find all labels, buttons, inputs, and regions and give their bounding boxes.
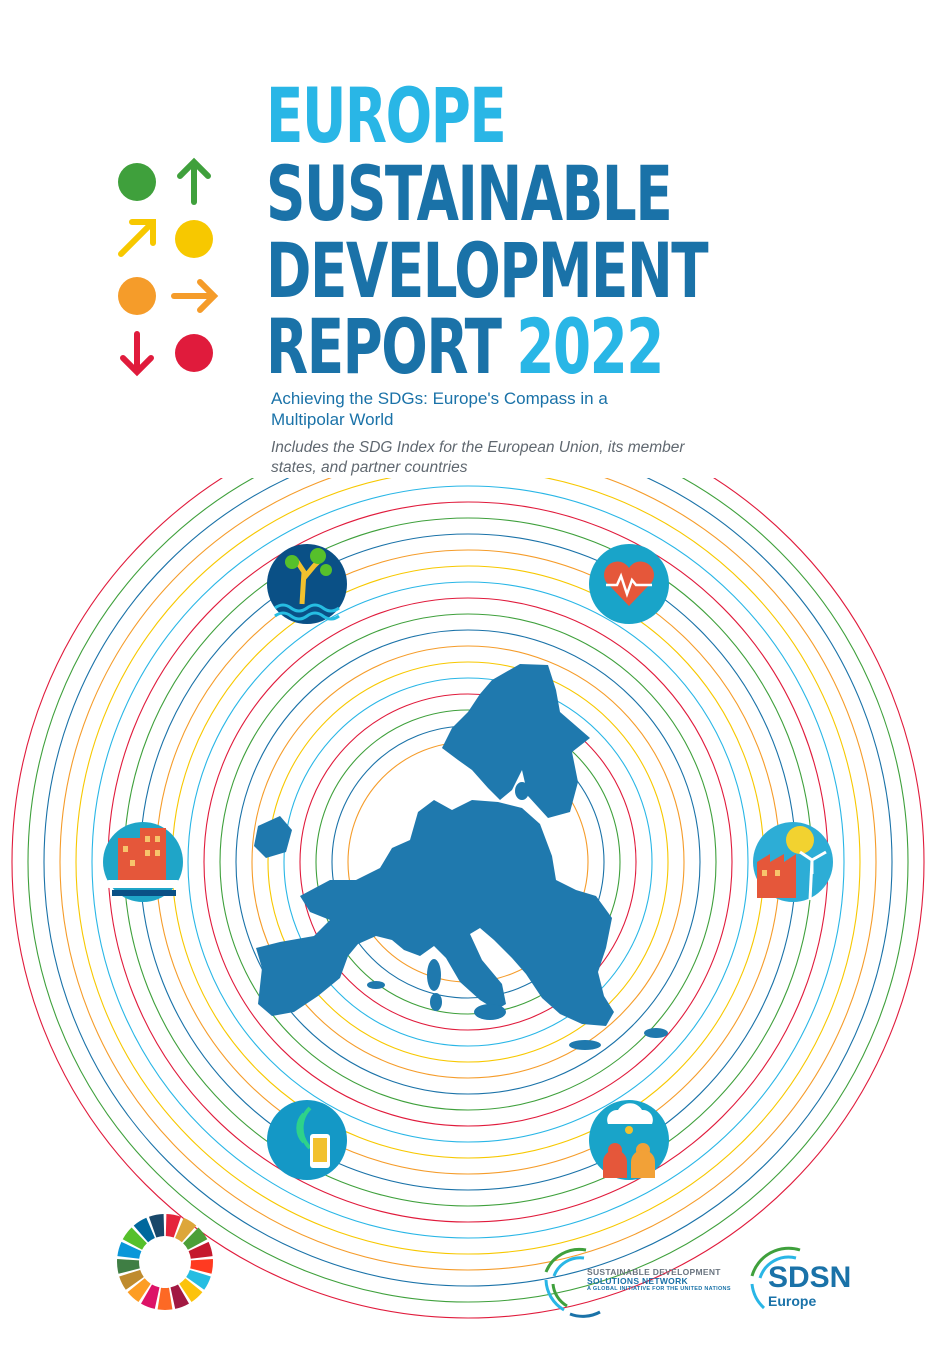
- ring: [187, 581, 749, 1143]
- sdsn-europe-logo: SDSN Europe: [768, 1261, 852, 1309]
- europe-map: [254, 664, 668, 1050]
- sdg-wheel-segment: [175, 1217, 197, 1243]
- yellow-circle-icon: [175, 220, 213, 258]
- sdg-wheel-segment: [117, 1259, 140, 1274]
- right-arrow-icon: [171, 279, 219, 313]
- tree-water-icon: [267, 544, 347, 624]
- sdsn-network-logo-mark: [544, 1247, 601, 1318]
- clean-energy-icon: [753, 822, 833, 902]
- ireland-shape: [254, 816, 292, 858]
- sdg-wheel-segment: [141, 1284, 160, 1309]
- sdg-wheel-segment: [170, 1284, 189, 1309]
- sdsn-europe-logo-mark: [750, 1246, 801, 1310]
- title-line-development: DEVELOPMENT: [266, 226, 709, 315]
- down-arrow-icon: [120, 331, 154, 377]
- diagonal-up-arrow-icon: [118, 219, 156, 257]
- ring: [267, 661, 669, 1063]
- red-circle-icon: [175, 334, 213, 372]
- ring: [43, 478, 893, 1287]
- ring: [315, 709, 621, 1015]
- heart-health-icon: [589, 544, 669, 624]
- mobile-connectivity-icon: [267, 1100, 347, 1180]
- sdg-wheel-segment: [186, 1269, 211, 1290]
- up-arrow-icon: [177, 157, 211, 205]
- ring: [251, 645, 685, 1079]
- report-scope-note: Includes the SDG Index for the European …: [271, 439, 685, 476]
- sdg-wheel-segment: [149, 1214, 165, 1238]
- mainland-europe-shape: [256, 800, 614, 1026]
- report-subtitle: Achieving the SDGs: Europe's Compass in …: [271, 389, 608, 429]
- sdsn-network-logo: SUSTAINABLE DEVELOPMENT SOLUTIONS NETWOR…: [587, 1268, 731, 1293]
- title-line-europe: EUROPE: [266, 71, 507, 160]
- sdg-wheel-segment: [183, 1227, 208, 1250]
- sdg-wheel-logo: [117, 1214, 213, 1310]
- sdg-wheel-segment: [165, 1214, 181, 1238]
- ring: [203, 597, 733, 1127]
- ring: [11, 478, 925, 1319]
- sdg-wheel-segment: [117, 1241, 142, 1259]
- sdsn-network-tagline: A GLOBAL INITIATIVE FOR THE UNITED NATIO…: [587, 1286, 731, 1292]
- sdsn-network-line2: SOLUTIONS NETWORK: [587, 1276, 688, 1286]
- ring: [283, 677, 653, 1047]
- sdg-wheel-segment: [127, 1278, 151, 1302]
- sdg-wheel-segment: [157, 1287, 173, 1310]
- sdg-wheel-segment: [133, 1217, 155, 1243]
- title-year: 2022: [516, 302, 664, 391]
- ring: [75, 478, 861, 1255]
- sdg-wheel-segment: [188, 1241, 213, 1259]
- title-report-word: REPORT: [266, 302, 502, 391]
- ring: [27, 478, 909, 1303]
- sdg-wheel-segment: [122, 1227, 147, 1250]
- orange-circle-icon: [118, 277, 156, 315]
- city-train-icon: [103, 822, 183, 902]
- indicator-legend: [118, 157, 219, 377]
- title-line-report: REPORT 2022: [266, 308, 664, 386]
- sdsn-europe-region: Europe: [768, 1293, 817, 1309]
- sdsn-europe-name: SDSN: [768, 1261, 852, 1294]
- people-idea-icon: [589, 1100, 669, 1180]
- title-line-sustainable: SUSTAINABLE: [266, 149, 673, 238]
- ring: [219, 613, 717, 1111]
- sdsn-network-line1: SUSTAINABLE DEVELOPMENT: [587, 1267, 721, 1277]
- sdg-wheel-segment: [179, 1278, 203, 1302]
- ring: [235, 629, 701, 1095]
- sdg-wheel-segment: [119, 1269, 144, 1290]
- ring: [59, 478, 877, 1271]
- sdg-wheel-segment: [190, 1259, 213, 1274]
- green-circle-icon: [118, 163, 156, 201]
- ring: [299, 693, 637, 1031]
- scandinavia-shape: [442, 664, 590, 818]
- ring: [91, 485, 845, 1239]
